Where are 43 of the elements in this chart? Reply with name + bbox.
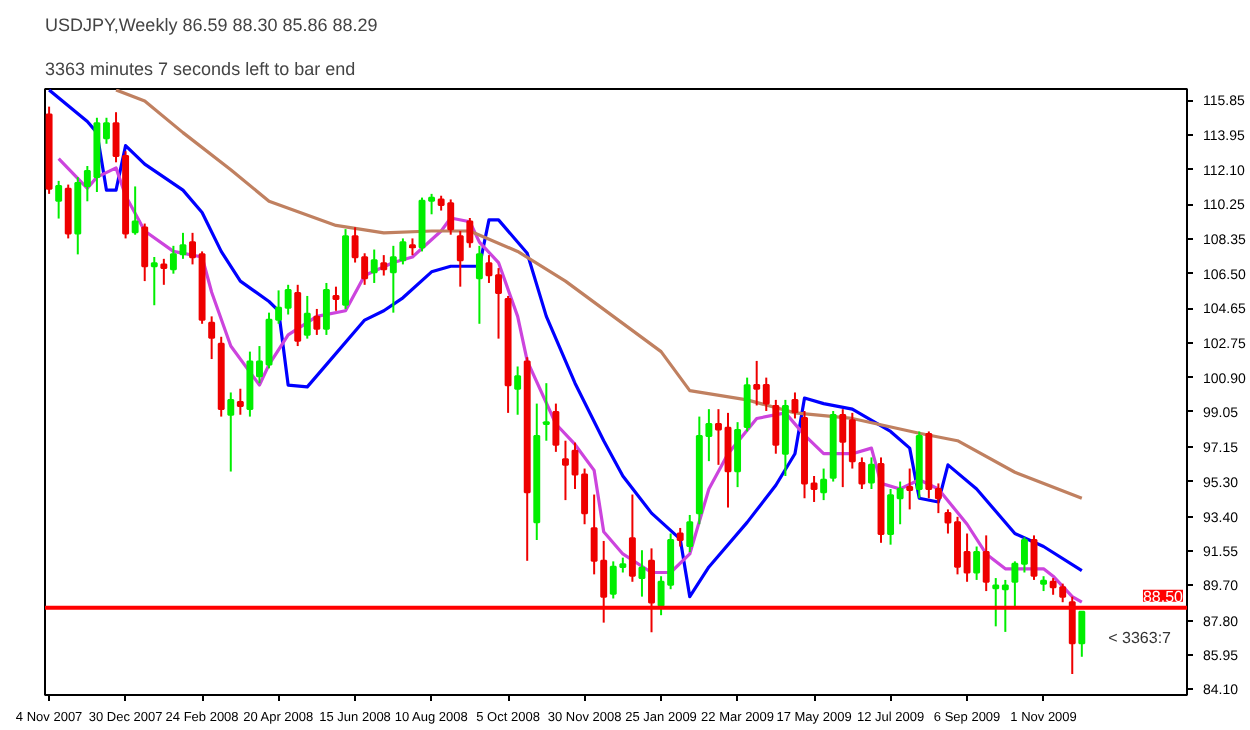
candlestick [858,456,866,490]
candlestick [628,493,636,583]
candlestick [542,382,550,442]
candlestick [648,547,655,634]
line-series [114,89,1084,500]
candlestick [322,281,330,336]
candlestick [1078,610,1086,658]
candlestick [638,549,646,598]
candlestick [1068,595,1076,676]
candlestick [867,456,875,490]
candlestick [294,283,302,348]
candlestick [370,248,378,284]
candlestick [743,376,751,433]
candlestick [150,255,158,307]
ref-line-label: 88.50 [1142,587,1185,606]
candlestick [781,398,789,477]
candlestick [227,391,235,473]
candlestick [475,244,483,325]
candlestick [973,545,981,581]
candlestick [64,183,72,240]
candlestick [303,294,311,340]
candlestick [332,285,340,312]
chart-title: USDJPY,Weekly 86.59 88.30 85.86 88.29 [45,15,378,35]
candlestick [208,315,216,361]
candlestick [820,467,828,502]
candlestick [791,391,799,420]
candlestick [982,534,990,593]
candlestick [380,254,388,277]
candlestick [514,365,522,416]
candlestick [141,222,149,283]
candlestick [906,467,914,511]
candlestick [160,257,168,286]
chart-subtitle: 3363 minutes 7 seconds left to bar end [45,59,356,79]
candlestick [734,421,742,489]
candlestick [236,387,244,416]
candlestick [55,179,63,220]
candlestick [686,513,694,554]
candlestick [772,398,780,455]
candlestick [131,185,139,236]
candlestick [552,402,560,453]
annotation: < 3363:7 [1108,629,1173,647]
candlestick [676,526,684,548]
candlestick [313,307,321,336]
